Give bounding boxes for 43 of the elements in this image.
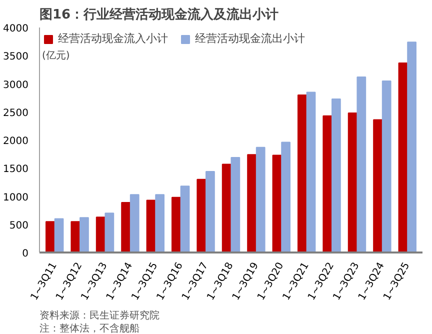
bar — [247, 154, 256, 252]
bar — [297, 94, 307, 252]
bar — [348, 112, 358, 252]
bar — [196, 178, 206, 252]
y-tick-label: 1000 — [3, 192, 29, 204]
bar — [256, 146, 266, 252]
legend-label: 经营活动现金流出小计 — [195, 31, 305, 46]
bar — [155, 194, 165, 252]
bar — [272, 154, 282, 252]
bar — [407, 42, 416, 252]
y-tick-label: 3000 — [3, 80, 29, 91]
bar — [130, 194, 140, 252]
y-tick-label: 500 — [9, 220, 29, 232]
y-tick-label: 2500 — [3, 108, 29, 119]
text: 资料来源：民生证券研究院 — [40, 310, 160, 322]
bar — [46, 221, 55, 252]
bar — [172, 196, 181, 252]
bar — [70, 221, 80, 252]
bar — [332, 98, 341, 252]
legend-label: 经营活动现金流入小计 — [58, 31, 168, 46]
bar — [180, 186, 190, 252]
y-tick-label: 0 — [22, 248, 29, 260]
bar — [230, 156, 240, 252]
bar — [104, 212, 114, 252]
bar — [281, 142, 290, 252]
chart-title: 图16：行业经营活动现金流入及流出小计 — [40, 6, 279, 22]
y-tick-label: 1500 — [3, 164, 29, 176]
bar — [382, 80, 392, 252]
y-axis-title: (亿元) — [42, 50, 70, 62]
bar — [306, 92, 316, 252]
bar — [373, 119, 382, 252]
bar — [54, 218, 64, 252]
bar — [356, 76, 366, 252]
bar — [80, 217, 89, 252]
text: 注：整体法，不含舰船 — [40, 322, 140, 334]
bar — [206, 171, 215, 252]
bar — [222, 164, 232, 252]
y-tick-label: 2000 — [3, 136, 29, 147]
bar — [121, 202, 130, 252]
bar — [322, 115, 332, 252]
bar — [398, 62, 408, 252]
y-tick-label: 3500 — [3, 52, 29, 63]
y-tick-label: 4000 — [3, 24, 29, 34]
